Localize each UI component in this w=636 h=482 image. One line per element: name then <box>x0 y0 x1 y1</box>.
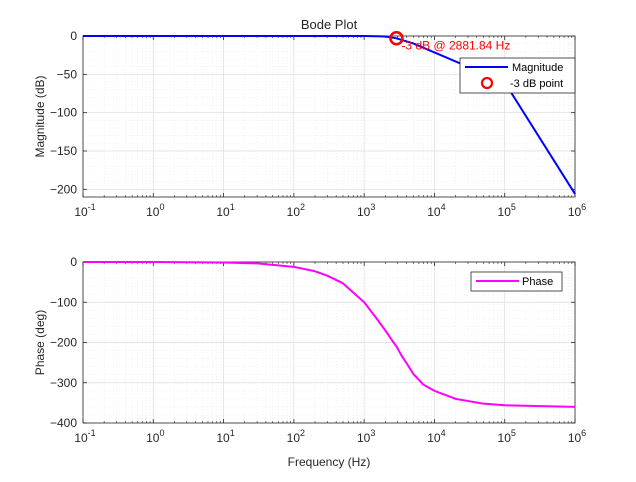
y-tick-label: −400 <box>50 416 77 430</box>
y-tick-label: 0 <box>70 29 77 43</box>
y-tick-label: −300 <box>50 376 77 390</box>
x-tick-label: 106 <box>568 202 586 219</box>
y-tick-label: −100 <box>50 106 77 120</box>
magnitude-legend[interactable]: Magnitude -3 dB point <box>459 57 576 94</box>
legend-phase-label: Phase <box>522 276 553 288</box>
y-tick-label: −50 <box>57 67 78 81</box>
series-line-magnitude <box>83 35 576 195</box>
x-tick-label: 100 <box>146 202 164 219</box>
phase-grid <box>82 261 576 424</box>
x-tick-label: 10-1 <box>74 202 95 219</box>
y-tick-label: −100 <box>50 295 77 309</box>
magnitude-panel: 10-1 100 101 102 103 104 105 106 0 −50 −100 −150 −20… <box>33 17 586 219</box>
x-tick-label: 101 <box>216 202 234 219</box>
phase-data <box>83 261 576 408</box>
phase-legend[interactable]: Phase <box>470 271 563 292</box>
legend-marker-label: -3 dB point <box>510 78 563 90</box>
x-tick-label: 100 <box>146 428 164 445</box>
frequency-x-axis-label: Frequency (Hz) <box>288 455 371 469</box>
legend-box <box>459 57 576 94</box>
x-tick-label: 102 <box>287 428 305 445</box>
phase-y-axis-label: Phase (deg) <box>33 310 47 375</box>
x-tick-label: 10-1 <box>74 428 95 445</box>
phase-panel: 10-1 100 101 102 103 104 105 106 0 −100 −200 −300 −4… <box>33 255 586 469</box>
cutoff-marker <box>389 31 404 46</box>
x-tick-label: 104 <box>427 428 445 445</box>
y-tick-label: 0 <box>70 255 77 269</box>
y-tick-label: −200 <box>50 182 77 196</box>
y-tick-label: −200 <box>50 336 77 350</box>
x-tick-label: 102 <box>287 202 305 219</box>
phase-ticks: 10-1 100 101 102 103 104 105 106 0 −100 −200 −300 −4… <box>50 255 586 445</box>
cutoff-annotation: -3 dB @ 2881.84 Hz <box>401 38 510 52</box>
x-tick-label: 103 <box>357 202 375 219</box>
x-tick-label: 103 <box>357 428 375 445</box>
y-tick-label: −150 <box>50 144 77 158</box>
legend-magnitude-label: Magnitude <box>512 62 563 74</box>
x-tick-label: 101 <box>216 428 234 445</box>
x-tick-label: 105 <box>498 428 516 445</box>
magnitude-y-axis-label: Magnitude (dB) <box>33 75 47 157</box>
magnitude-ticks: 10-1 100 101 102 103 104 105 106 0 −50 −100 −150 −20… <box>50 29 586 219</box>
x-tick-label: 106 <box>568 428 586 445</box>
x-tick-label: 105 <box>498 202 516 219</box>
magnitude-data <box>83 31 576 195</box>
legend-marker-swatch <box>480 76 494 90</box>
chart-title: Bode Plot <box>301 17 358 32</box>
series-line-phase <box>83 261 576 408</box>
x-tick-label: 104 <box>427 202 445 219</box>
